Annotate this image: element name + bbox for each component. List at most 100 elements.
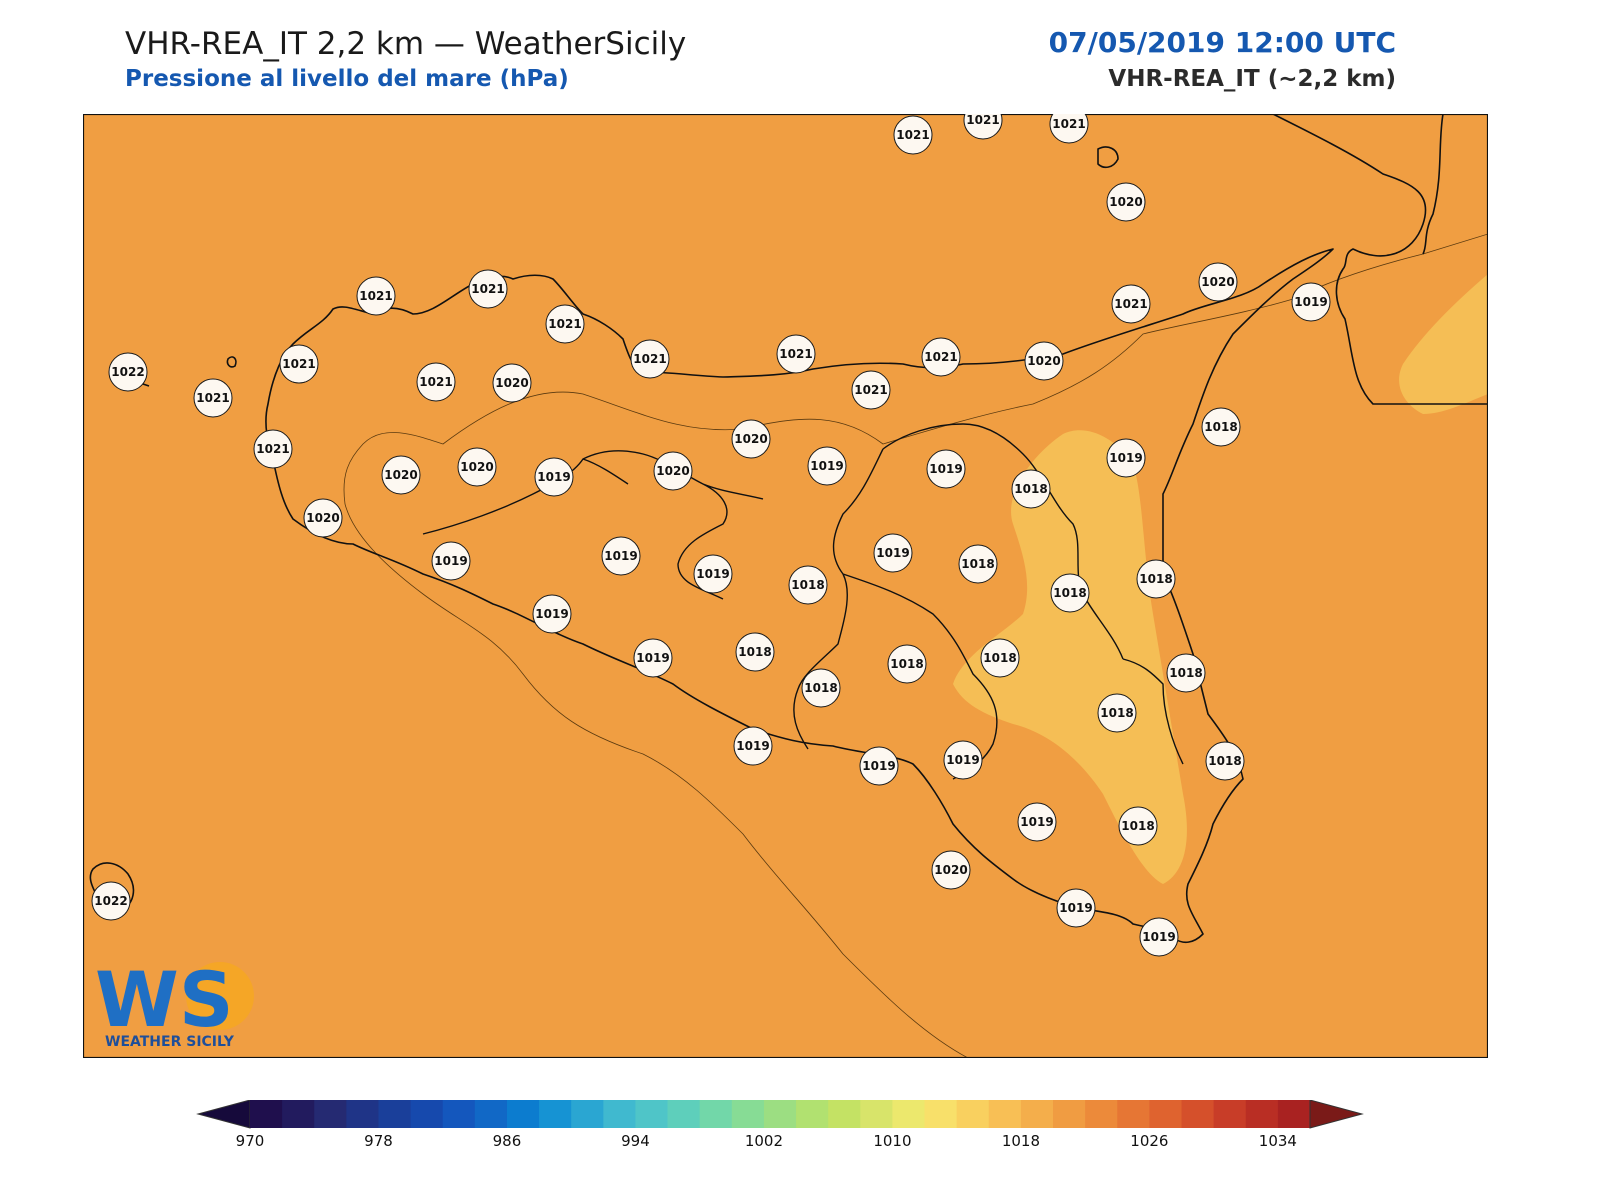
station-circle	[457, 447, 497, 487]
colorbar-swatch	[667, 1100, 701, 1128]
station-circle	[381, 455, 421, 495]
station-circle	[492, 363, 532, 403]
colorbar-swatch	[603, 1100, 636, 1128]
colorbar-swatch	[924, 1100, 958, 1128]
colorbar-swatch	[378, 1100, 412, 1128]
station-circle	[859, 746, 899, 786]
station-marker: 1022	[91, 881, 131, 921]
station-circle	[926, 449, 966, 489]
station-pressure-label: 1021	[196, 391, 229, 405]
colorbar-swatches	[196, 1100, 1364, 1129]
station-marker: 1018	[1011, 469, 1051, 509]
station-pressure-label: 1021	[419, 375, 452, 389]
colorbar-over-arrow	[1309, 1100, 1364, 1129]
station-marker: 1018	[1205, 741, 1245, 781]
station-marker: 1018	[1201, 407, 1241, 447]
station-pressure-label: 1020	[656, 464, 689, 478]
station-circle	[108, 352, 148, 392]
station-circle	[980, 638, 1020, 678]
station-circle	[91, 881, 131, 921]
station-circle	[1106, 438, 1146, 478]
station-pressure-label: 1021	[924, 350, 957, 364]
station-marker: 1019	[807, 446, 847, 486]
station-pressure-label: 1019	[1059, 901, 1092, 915]
station-pressure-label: 1020	[1027, 354, 1060, 368]
colorbar-swatch	[506, 1100, 540, 1128]
station-pressure-label: 1021	[854, 383, 887, 397]
station-circle	[1291, 282, 1331, 322]
logo-sun-icon	[186, 962, 254, 1030]
station-circle	[303, 498, 343, 538]
colorbar-swatch	[1277, 1100, 1311, 1128]
station-circle	[416, 362, 456, 402]
station-circle	[851, 370, 891, 410]
station-pressure-label: 1018	[791, 578, 824, 592]
station-marker: 1019	[601, 536, 641, 576]
station-circle	[468, 269, 508, 309]
station-pressure-label: 1019	[604, 549, 637, 563]
colorbar-swatch	[1085, 1100, 1118, 1128]
station-circle	[1049, 114, 1089, 144]
station-pressure-label: 1022	[111, 365, 144, 379]
colorbar-swatch	[731, 1100, 765, 1128]
colorbar-swatch	[282, 1100, 315, 1128]
colorbar-swatch	[635, 1100, 669, 1128]
station-marker: 1019	[926, 449, 966, 489]
colorbar-tick-label: 978	[364, 1132, 393, 1150]
station-pressure-label: 1019	[537, 470, 570, 484]
station-circle	[532, 594, 572, 634]
station-marker: 1019	[873, 533, 913, 573]
station-circle	[431, 541, 471, 581]
station-pressure-label: 1019	[810, 459, 843, 473]
weathersicily-logo: WS WEATHER SICILY	[95, 955, 254, 1050]
station-pressure-label: 1020	[460, 460, 493, 474]
station-circle	[653, 451, 693, 491]
colorbar-swatch	[1149, 1100, 1183, 1128]
colorbar-swatch	[346, 1100, 379, 1128]
station-marker: 1021	[630, 339, 670, 379]
colorbar-swatch	[892, 1100, 926, 1128]
station-marker: 1020	[653, 451, 693, 491]
station-pressure-label: 1021	[548, 317, 581, 331]
colorbar-tick-label: 970	[236, 1132, 265, 1150]
station-circle	[1111, 284, 1151, 324]
station-pressure-label: 1018	[804, 681, 837, 695]
station-circle	[1198, 262, 1238, 302]
station-pressure-label: 1021	[471, 282, 504, 296]
colorbar-tick-label: 986	[493, 1132, 522, 1150]
colorbar-swatch	[828, 1100, 861, 1128]
station-marker: 1019	[534, 457, 574, 497]
station-pressure-label: 1019	[1109, 451, 1142, 465]
map-layers	[83, 114, 1488, 1058]
colorbar-swatch	[956, 1100, 990, 1128]
station-marker: 1019	[1106, 438, 1146, 478]
station-marker: 1019	[733, 726, 773, 766]
station-circle	[921, 337, 961, 377]
station-pressure-label: 1020	[306, 511, 339, 525]
station-pressure-label: 1019	[929, 462, 962, 476]
station-marker: 1021	[1049, 114, 1089, 144]
map-frame	[83, 114, 1488, 1058]
station-circle	[963, 114, 1003, 140]
station-marker: 1020	[381, 455, 421, 495]
station-circle	[1097, 693, 1137, 733]
colorbar-under-arrow	[196, 1100, 251, 1129]
pressure-field-1018	[953, 430, 1187, 884]
station-circle	[630, 339, 670, 379]
station-circle	[1136, 559, 1176, 599]
station-marker: 1020	[303, 498, 343, 538]
station-marker: 1018	[788, 565, 828, 605]
station-marker: 1021	[893, 115, 933, 155]
station-marker: 1020	[492, 363, 532, 403]
station-circle	[279, 344, 319, 384]
station-circle	[735, 632, 775, 672]
station-marker: 1019	[532, 594, 572, 634]
station-marker: 1018	[1136, 559, 1176, 599]
colorbar-swatch	[1053, 1100, 1086, 1128]
station-circle	[193, 378, 233, 418]
station-marker: 1019	[633, 638, 673, 678]
station-pressure-label: 1018	[738, 645, 771, 659]
station-pressure-label: 1018	[890, 657, 923, 671]
station-pressure-label: 1019	[736, 739, 769, 753]
station-marker: 1019	[859, 746, 899, 786]
